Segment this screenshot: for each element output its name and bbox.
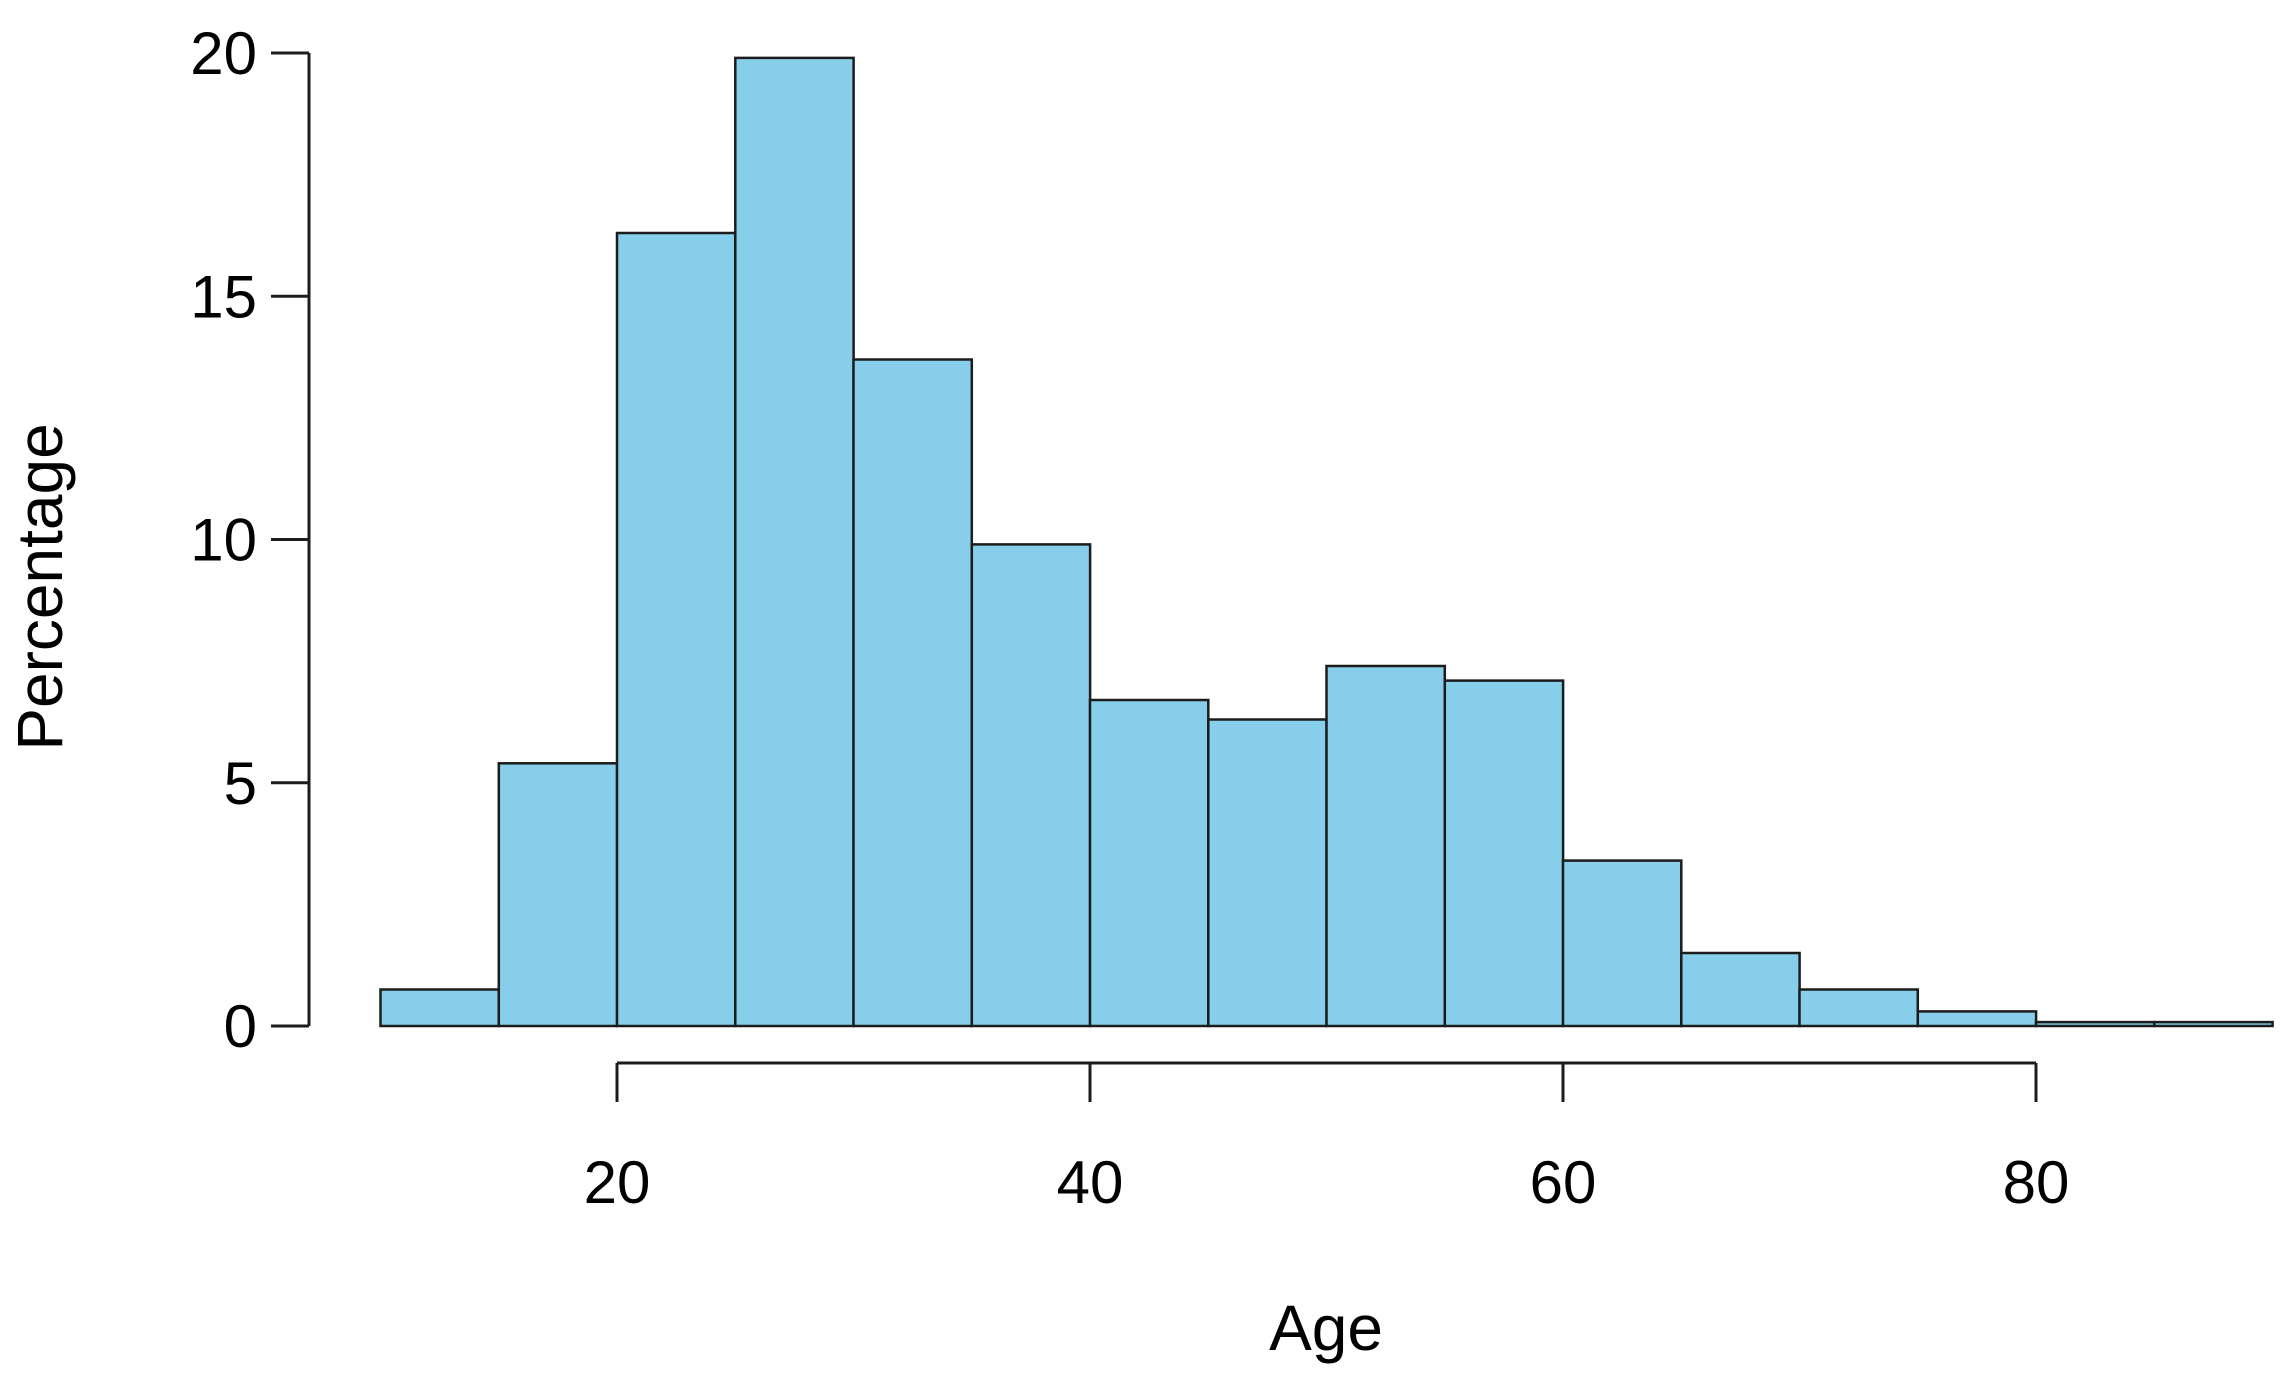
x-tick-label: 40 — [1057, 1149, 1124, 1216]
y-tick-label: 20 — [190, 20, 257, 87]
x-axis: 20 40 60 80 — [584, 1061, 2070, 1216]
histogram-bar — [2034, 1020, 2156, 1028]
histogram-bar — [1443, 679, 1565, 1028]
x-tick-label: 20 — [584, 1149, 651, 1216]
y-tick-label: 0 — [224, 993, 257, 1060]
y-tick-label: 5 — [224, 750, 257, 817]
histogram-bar — [1680, 951, 1801, 1028]
bars-group — [379, 56, 2274, 1028]
histogram-bar — [970, 543, 1092, 1028]
histogram-bar — [497, 762, 619, 1028]
x-axis-title: Age — [1269, 1292, 1383, 1364]
x-tick-label: 80 — [2003, 1149, 2070, 1216]
y-axis-title: Percentage — [4, 423, 76, 750]
histogram-bar — [1325, 664, 1447, 1028]
x-tick-label: 60 — [1530, 1149, 1597, 1216]
histogram-bar — [1207, 718, 1328, 1028]
histogram-bar — [852, 358, 974, 1028]
histogram-bar — [2153, 1020, 2274, 1028]
y-tick-label: 10 — [190, 507, 257, 574]
histogram-bar — [1798, 988, 1920, 1028]
histogram-bar — [1916, 1010, 2038, 1028]
histogram-bar — [1088, 698, 1210, 1028]
histogram-bar — [379, 988, 501, 1028]
y-tick-label: 15 — [190, 263, 257, 330]
histogram-bar — [1561, 859, 1683, 1028]
histogram-bar — [615, 231, 737, 1028]
histogram-bar — [734, 56, 855, 1028]
y-axis: 0 5 10 15 20 — [190, 20, 311, 1060]
